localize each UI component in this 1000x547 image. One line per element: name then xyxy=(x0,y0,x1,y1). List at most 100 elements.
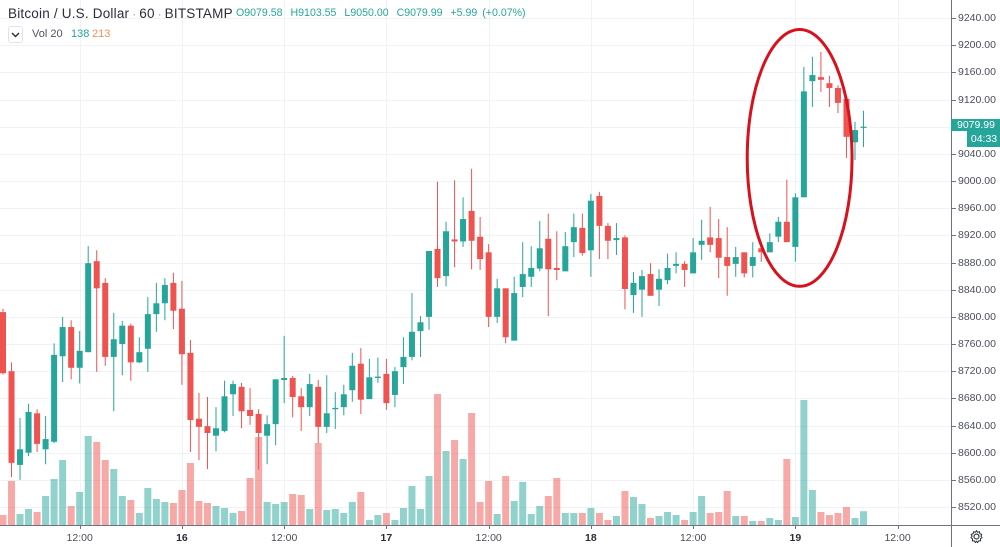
candle-body xyxy=(758,248,765,253)
candle xyxy=(127,323,134,381)
candle-body xyxy=(477,236,484,260)
candle-body xyxy=(68,327,75,368)
candle xyxy=(17,418,24,480)
change-percent: (+0.07%) xyxy=(482,7,526,19)
candle-body xyxy=(843,98,850,137)
price-axis[interactable]: 9240.00 9200.00 9160.00 9120.00 9040.00 9000.… xyxy=(951,0,1000,525)
open-value: O9079.58 xyxy=(236,7,283,19)
candle xyxy=(383,358,390,410)
ellipse-annotation[interactable] xyxy=(745,28,854,288)
candle xyxy=(673,252,680,274)
candle xyxy=(460,197,467,247)
candle-body xyxy=(800,91,807,198)
volume-bar xyxy=(766,518,774,525)
candle xyxy=(281,335,288,404)
candle xyxy=(792,193,799,262)
chevron-down-icon xyxy=(11,32,20,37)
volume-bar xyxy=(42,496,50,525)
candle xyxy=(417,316,424,357)
gear-icon xyxy=(969,530,983,544)
symbol-title[interactable]: Bitcoin / U.S. Dollar xyxy=(8,6,130,21)
candle xyxy=(656,269,663,306)
chart-settings-button[interactable] xyxy=(951,525,1000,547)
candle xyxy=(826,75,833,107)
candle xyxy=(298,388,305,431)
volume-bar xyxy=(621,491,629,525)
chart-pane[interactable]: Bitcoin / U.S. Dollar · 60 · BITSTAMP O9079.… xyxy=(0,0,951,525)
volume-bar xyxy=(740,516,748,525)
candle-body xyxy=(724,257,731,266)
symbol-legend[interactable]: Bitcoin / U.S. Dollar · 60 · BITSTAMP O9079.… xyxy=(8,5,526,23)
candle xyxy=(579,213,586,256)
candle-body xyxy=(817,77,824,80)
candle xyxy=(204,396,211,469)
volume-ma-value: 213 xyxy=(92,28,111,40)
collapse-legend-button[interactable] xyxy=(8,26,23,43)
volume-bar xyxy=(101,460,109,525)
candle-body xyxy=(17,449,24,465)
candle-body xyxy=(630,282,637,296)
volume-bar xyxy=(25,509,33,525)
volume-bar xyxy=(374,515,382,525)
interval-label[interactable]: 60 xyxy=(139,6,155,21)
volume-bar xyxy=(451,440,459,525)
candle xyxy=(34,409,41,453)
separator: · xyxy=(132,7,137,21)
volume-bar xyxy=(357,492,365,525)
candle-body xyxy=(775,221,782,237)
time-axis-label: 12:00 xyxy=(66,532,93,544)
candle xyxy=(817,51,824,93)
candle xyxy=(42,416,49,465)
candle xyxy=(749,242,756,278)
candle-body xyxy=(85,263,92,353)
volume-bar xyxy=(459,459,467,525)
exchange-label: BITSTAMP xyxy=(164,6,233,21)
candle xyxy=(528,246,535,287)
candle-body xyxy=(715,238,722,258)
price-axis-label: 9000.00 xyxy=(958,175,996,187)
candle xyxy=(775,217,782,243)
time-axis-label: 12:00 xyxy=(475,532,502,544)
candle xyxy=(178,280,185,385)
volume-bar xyxy=(655,516,663,525)
volume-indicator-label[interactable]: Vol 20 xyxy=(32,28,63,40)
candle xyxy=(834,85,841,114)
price-axis-label: 9160.00 xyxy=(958,66,996,79)
candle xyxy=(153,282,160,332)
price-tick xyxy=(952,18,956,19)
candle-body xyxy=(195,418,202,427)
volume-bar xyxy=(365,520,373,525)
candle-body xyxy=(596,195,603,226)
candle xyxy=(707,206,714,253)
volume-bar xyxy=(519,482,527,525)
candle xyxy=(374,357,381,383)
candle-body xyxy=(76,350,83,368)
volume-bar xyxy=(681,520,689,525)
high-value: H9103.55 xyxy=(291,7,337,19)
price-tick xyxy=(952,45,956,46)
volume-bar xyxy=(510,501,518,525)
candle-body xyxy=(647,274,654,296)
volume-bar xyxy=(800,400,808,525)
candle xyxy=(400,337,407,385)
candle xyxy=(715,219,722,279)
candle xyxy=(630,272,637,313)
time-axis[interactable]: 12:00 16 12:00 17 12:00 18 12:00 19 12:00 xyxy=(0,525,951,547)
candle xyxy=(852,121,858,160)
price-tick xyxy=(952,290,956,291)
volume-bar xyxy=(723,491,731,525)
candle xyxy=(51,343,58,444)
volume-bar xyxy=(127,500,135,525)
time-axis-label: 12:00 xyxy=(884,532,911,544)
candle-body xyxy=(570,227,577,243)
candle-body xyxy=(587,200,594,251)
candlestick-plot[interactable] xyxy=(0,0,951,525)
volume-bar xyxy=(178,490,186,525)
close-value: C9079.99 xyxy=(397,7,443,19)
candle-body xyxy=(426,250,432,317)
candle xyxy=(553,231,560,281)
volume-bar xyxy=(851,518,859,525)
price-axis-label: 8600.00 xyxy=(958,446,996,459)
time-tick xyxy=(795,526,796,529)
